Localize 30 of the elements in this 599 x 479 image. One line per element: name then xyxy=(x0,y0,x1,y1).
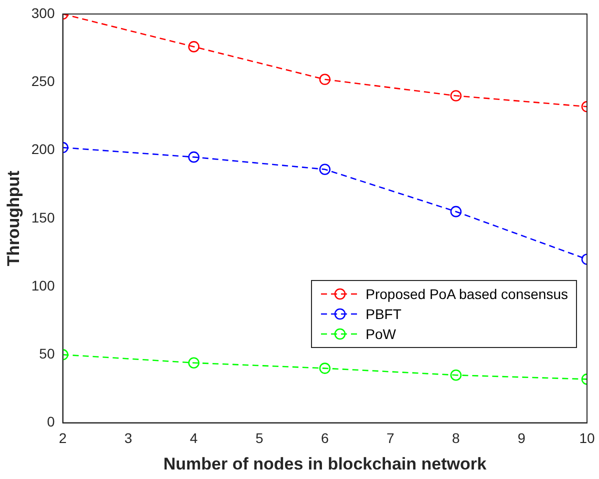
x-tick-label: 9 xyxy=(518,430,526,446)
y-tick-label: 250 xyxy=(31,72,55,89)
y-tick-label: 100 xyxy=(31,277,55,294)
point xyxy=(450,369,462,381)
point xyxy=(450,206,462,218)
y-tick-label: 300 xyxy=(31,4,55,21)
legend-label: Proposed PoA based consensus xyxy=(366,286,568,302)
x-tick-label: 10 xyxy=(579,430,595,446)
y-tick-label: 150 xyxy=(31,209,55,226)
point xyxy=(188,41,200,52)
y-tick-label: 50 xyxy=(39,346,55,362)
legend-label: PoW xyxy=(366,326,396,342)
x-tick-label: 6 xyxy=(320,430,329,446)
y-axis-title: Throughput xyxy=(4,170,23,266)
x-tick-label: 5 xyxy=(255,430,264,446)
y-tick-label: 0 xyxy=(46,414,55,430)
x-tick-label: 3 xyxy=(124,430,132,446)
point xyxy=(319,74,331,86)
y-tick-label: 200 xyxy=(31,141,55,158)
x-tick-label: 8 xyxy=(452,430,460,446)
point xyxy=(319,362,331,374)
x-tick-label: 4 xyxy=(190,430,198,446)
point xyxy=(188,357,200,368)
x-tick-label: 7 xyxy=(386,430,395,446)
x-tick-label: 2 xyxy=(58,430,67,446)
point xyxy=(319,164,331,175)
point xyxy=(188,151,200,163)
point xyxy=(450,90,462,102)
legend-label: PBFT xyxy=(366,306,402,322)
x-axis-title: Number of nodes in blockchain network xyxy=(163,454,487,474)
